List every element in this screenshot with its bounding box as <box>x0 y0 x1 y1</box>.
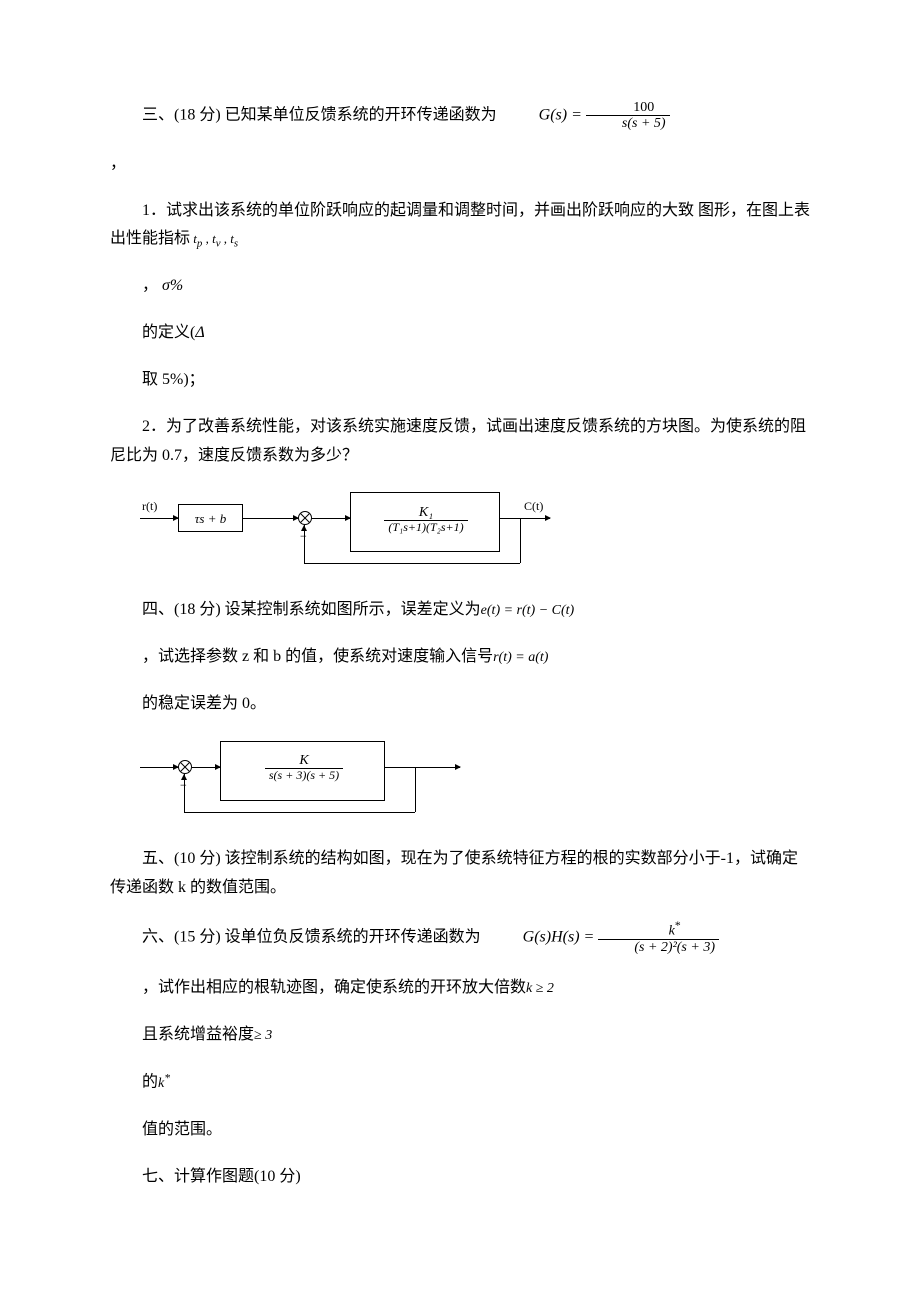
bd1-fb-v1 <box>520 518 521 563</box>
q6-kstar: k* <box>158 1076 170 1091</box>
bd2-fb-h <box>184 812 415 813</box>
bd2-fb-arrowhead <box>181 774 187 780</box>
q6-line2: ，试作出相应的根轨迹图，确定使系统的开环放大倍数k ≥ 2 <box>110 974 810 1003</box>
q6-formula: G(s)H(s) = k* (s + 2)²(s + 3) <box>491 920 719 955</box>
q3-def-prefix: 的定义( <box>142 324 195 341</box>
q4-prefix: 四、(18 分) 设某控制系统如图所示，误差定义为 <box>142 601 481 618</box>
bd2-arrow-2 <box>192 767 220 768</box>
bd2-k: K <box>265 753 343 769</box>
q6-line4: 的k* <box>110 1067 810 1097</box>
q4-line2-prefix: ，试选择参数 z 和 b 的值，使系统对速度输入信号 <box>142 648 493 665</box>
bd1-fb-h <box>304 563 520 564</box>
q3-part2: 2．为了改善系统性能，对该系统实施速度反馈，试画出速度反馈系统的方块图。为使系统… <box>110 413 810 471</box>
q4-rt: r(t) = a(t) <box>493 650 548 665</box>
q3-part1-a: 1．试求出该系统的单位阶跃响应的起调量和调整时间，并画出阶跃响应的大致 图形，在… <box>110 197 810 255</box>
q3-frac: 100 s(s + 5) <box>586 100 670 132</box>
bd1-arrow-2 <box>243 518 298 519</box>
bd1-arrow-3 <box>312 518 350 519</box>
q3-lhs: G(s) = <box>539 107 582 124</box>
q6-ge3: ≥ 3 <box>254 1028 272 1043</box>
bd2-line-out1 <box>385 767 415 768</box>
q3-comma-text: ， <box>110 155 126 172</box>
q6-line3: 且系统增益裕度≥ 3 <box>110 1021 810 1050</box>
q3-prefix: 三、(18 分) 已知某单位反馈系统的开环传递函数为 <box>142 107 497 124</box>
q3-def-line: 的定义(Δ <box>110 319 810 348</box>
q4-line2: ，试选择参数 z 和 b 的值，使系统对速度输入信号r(t) = a(t) <box>110 643 810 672</box>
q3-den: s(s + 5) <box>586 116 670 131</box>
bd1-arrow-out <box>500 518 550 519</box>
bd2-arrow-out <box>415 767 460 768</box>
block-diagram-1: r(t) τs + b − K₁ (T₁s+1)(T₂s+1) C(t) <box>140 488 560 578</box>
bd2-fb-v1 <box>415 767 416 812</box>
q3-line1: 三、(18 分) 已知某单位反馈系统的开环传递函数为 G(s) = 100 s(… <box>110 100 810 132</box>
bd1-den: (T₁s+1)(T₂s+1) <box>384 521 467 534</box>
q6-line1: 六、(15 分) 设单位负反馈系统的开环传递函数为 G(s)H(s) = k* … <box>110 920 810 955</box>
q3-formula: G(s) = 100 s(s + 5) <box>507 100 670 132</box>
bd1-summing <box>298 511 312 525</box>
q3-delta: Δ <box>195 324 204 341</box>
q4-line3: 的稳定误差为 0。 <box>110 690 810 719</box>
q3-comma: ， <box>110 150 810 179</box>
bd2-summing <box>178 760 192 774</box>
q3-symbols: tp , tv , ts <box>190 231 238 246</box>
q6-line5: 值的范围。 <box>110 1116 810 1145</box>
bd2-den: s(s + 3)(s + 5) <box>265 769 343 782</box>
bd2-arrow-in <box>140 767 178 768</box>
q3-sigma: σ% <box>162 277 183 294</box>
bd1-c-label: C(t) <box>524 496 543 518</box>
block-diagram-2: − K s(s + 3)(s + 5) <box>140 737 470 827</box>
q3-part1-comma: ， <box>142 277 158 294</box>
bd1-tf-frac: K₁ (T₁s+1)(T₂s+1) <box>384 505 467 535</box>
q6-num: k* <box>598 920 719 940</box>
bd1-fb-arrowhead <box>301 525 307 531</box>
q6-lhs: G(s)H(s) = <box>523 929 595 946</box>
q6-den: (s + 2)²(s + 3) <box>598 940 719 955</box>
q6-line4-prefix: 的 <box>142 1074 158 1091</box>
q6-prefix: 六、(15 分) 设单位负反馈系统的开环传递函数为 <box>142 929 481 946</box>
q5: 五、(10 分) 该控制系统的结构如图，现在为了使系统特征方程的根的实数部分小于… <box>110 845 810 903</box>
q3-take5: 取 5%)； <box>110 366 810 395</box>
q4-err: e(t) = r(t) − C(t) <box>481 603 575 618</box>
q6-frac: k* (s + 2)²(s + 3) <box>598 920 719 955</box>
bd1-k1: K₁ <box>384 505 467 521</box>
bd1-tf-box: K₁ (T₁s+1)(T₂s+1) <box>372 502 480 536</box>
bd1-r-label: r(t) <box>142 496 157 518</box>
q4-line1: 四、(18 分) 设某控制系统如图所示，误差定义为e(t) = r(t) − C… <box>110 596 810 625</box>
q6-line3-prefix: 且系统增益裕度 <box>142 1026 254 1043</box>
q6-line2-prefix: ，试作出相应的根轨迹图，确定使系统的开环放大倍数 <box>142 979 526 996</box>
bd2-tf-box: K s(s + 3)(s + 5) <box>240 750 368 786</box>
q6-kge2: k ≥ 2 <box>526 981 554 996</box>
bd2-tf-frac: K s(s + 3)(s + 5) <box>265 753 343 783</box>
q3-sigma-line: ， σ% <box>110 272 810 301</box>
q7: 七、计算作图题(10 分) <box>110 1163 810 1192</box>
bd1-block1: τs + b <box>178 504 243 532</box>
q3-num: 100 <box>586 100 670 116</box>
bd1-arrow-in <box>140 518 178 519</box>
